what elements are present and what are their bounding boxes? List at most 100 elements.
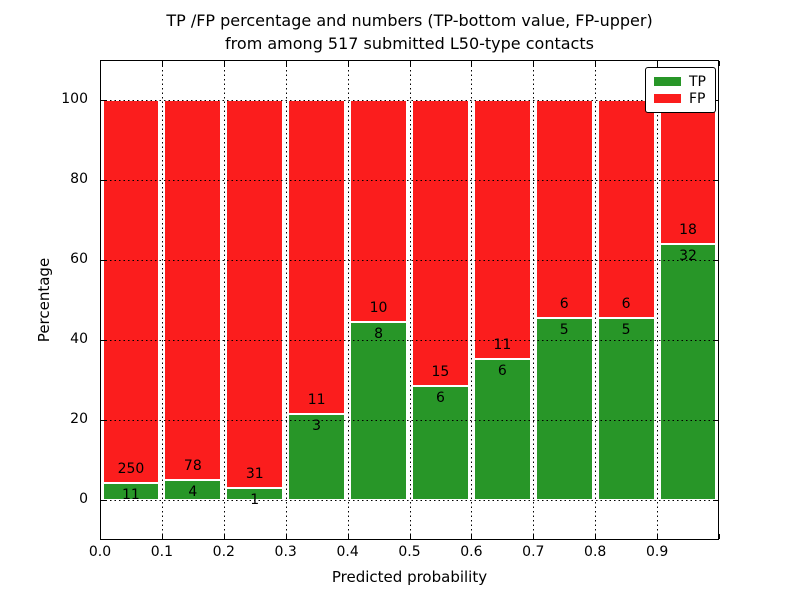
x-tick-label: 0.5: [398, 544, 421, 560]
y-tick-mark: [101, 100, 106, 101]
tp-swatch-icon: [654, 77, 681, 86]
x-tick-mark: [471, 534, 473, 539]
x-tick-label: 0.6: [460, 544, 483, 560]
y-tick-label: 60: [70, 251, 88, 267]
y-tick-mark: [713, 340, 718, 341]
y-tick-mark: [713, 500, 718, 501]
tp-count-label: 11: [122, 487, 140, 504]
tp-bar-segment: [226, 487, 284, 500]
x-tick-mark: [719, 534, 720, 539]
fp-count-label: 11: [493, 336, 512, 353]
tp-bar-segment: [164, 480, 222, 500]
x-axis-label: Predicted probability: [331, 568, 488, 586]
y-tick-label: 0: [79, 491, 88, 507]
x-tick-mark: [595, 61, 597, 66]
fp-count-label: 250: [117, 461, 145, 478]
fp-count-label: 31: [245, 465, 264, 482]
x-tick-mark: [100, 534, 101, 539]
fp-bar-segment: [288, 100, 346, 415]
tp-bar-segment: [659, 244, 717, 500]
x-tick-mark: [409, 534, 411, 539]
x-tick-mark: [471, 61, 473, 66]
x-tick-mark: [409, 61, 411, 66]
v-gridline: [285, 61, 287, 539]
chart-title-line2: from among 517 submitted L50-type contac…: [225, 34, 594, 53]
x-tick-mark: [285, 61, 287, 66]
tp-bar-segment: [288, 414, 346, 500]
tp-bar-segment: [350, 322, 407, 500]
x-tick-label: 0.4: [336, 544, 359, 560]
fp-count-label: 11: [307, 392, 326, 409]
tp-bar-segment: [597, 318, 655, 500]
fp-count-label: 78: [183, 458, 202, 475]
fp-bar-segment: [102, 100, 160, 484]
x-tick-mark: [719, 61, 720, 66]
fp-count-label: 6: [559, 296, 569, 313]
tp-count-label: 6: [435, 389, 445, 406]
tp-count-label: 6: [497, 362, 507, 379]
tp-count-label: 32: [679, 248, 697, 264]
tp-count-label: 5: [621, 322, 631, 339]
v-gridline: [409, 61, 411, 539]
x-tick-mark: [161, 61, 163, 66]
tp-bar-segment: [535, 318, 593, 500]
fp-bar-segment: [659, 100, 717, 244]
y-tick-label: 40: [70, 331, 88, 347]
x-tick-mark: [100, 61, 101, 66]
y-tick-mark: [101, 500, 106, 501]
x-tick-mark: [223, 61, 225, 66]
chart-title-line1: TP /FP percentage and numbers (TP-bottom…: [166, 11, 653, 30]
fp-bar-segment: [164, 100, 222, 481]
x-tick-label: 0.9: [645, 544, 669, 560]
tp-bar-segment: [473, 358, 531, 500]
y-tick-label: 100: [61, 91, 88, 107]
y-tick-mark: [713, 420, 718, 421]
y-tick-mark: [101, 420, 106, 421]
fp-bar-segment: [597, 100, 655, 319]
legend-label-tp: TP: [689, 73, 706, 90]
tp-count-label: 1: [250, 491, 260, 508]
x-tick-label: 0.8: [584, 544, 607, 560]
v-gridline: [471, 61, 473, 539]
x-tick-label: 0.0: [88, 544, 112, 560]
x-tick-mark: [161, 534, 163, 539]
x-tick-mark: [533, 534, 535, 539]
y-tick-label: 80: [70, 171, 88, 187]
x-tick-mark: [347, 61, 349, 66]
v-gridline: [223, 61, 225, 539]
tp-bar-segment: [412, 385, 469, 500]
y-tick-mark: [713, 180, 718, 181]
fp-count-label: 15: [431, 363, 450, 380]
tp-count-label: 8: [374, 326, 384, 343]
fp-count-label: 6: [621, 296, 631, 313]
legend-item-tp: TP: [654, 75, 715, 89]
legend-label-fp: FP: [689, 90, 706, 107]
fp-swatch-icon: [654, 94, 681, 103]
x-tick-label: 0.7: [522, 544, 545, 560]
y-tick-mark: [713, 260, 718, 261]
fp-count-label: 10: [369, 300, 388, 317]
y-tick-mark: [101, 340, 106, 341]
x-tick-mark: [223, 534, 225, 539]
chart-title: TP /FP percentage and numbers (TP-bottom…: [100, 9, 719, 55]
v-gridline: [161, 61, 163, 539]
legend-item-fp: FP: [654, 92, 715, 106]
tp-count-label: 4: [188, 484, 198, 501]
x-tick-mark: [533, 61, 535, 66]
y-tick-label: 20: [70, 411, 88, 427]
x-tick-mark: [657, 534, 659, 539]
v-gridline: [347, 61, 349, 539]
x-tick-mark: [285, 534, 287, 539]
x-tick-label: 0.3: [274, 544, 297, 560]
y-tick-mark: [101, 260, 106, 261]
x-tick-label: 0.2: [212, 544, 235, 560]
y-tick-mark: [101, 180, 106, 181]
fp-bar-segment: [412, 100, 469, 386]
v-gridline: [657, 61, 659, 539]
tp-bar-segment: [102, 483, 160, 500]
x-tick-mark: [657, 61, 659, 66]
tp-count-label: 5: [559, 322, 569, 339]
x-tick-mark: [595, 534, 597, 539]
tp-count-label: 3: [312, 418, 322, 435]
